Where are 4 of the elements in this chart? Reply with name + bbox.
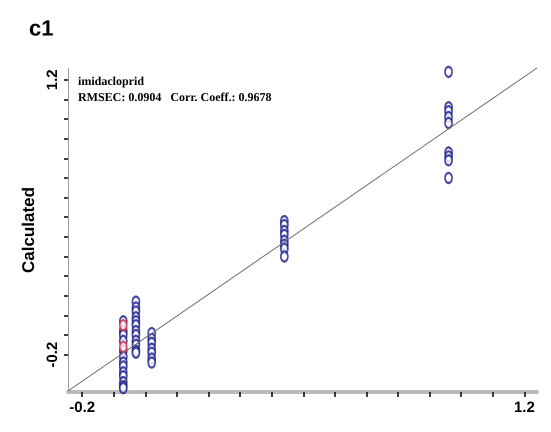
chart-title: c1 — [29, 16, 54, 40]
annotation: imidacloprid — [78, 74, 144, 88]
y-axis-title: Calculated — [19, 187, 38, 273]
annotation: RMSEC: 0.0904 Corr. Coeff.: 0.9678 — [78, 90, 272, 104]
